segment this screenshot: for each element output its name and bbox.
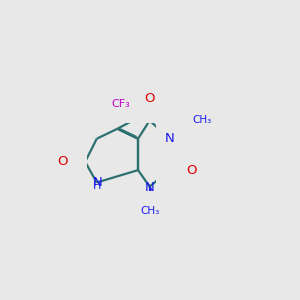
Text: CH₃: CH₃ (140, 206, 159, 216)
Text: O: O (58, 155, 68, 168)
Text: N: N (145, 181, 154, 194)
Text: H: H (93, 181, 101, 190)
Text: O: O (144, 92, 155, 105)
Text: O: O (186, 164, 197, 177)
Text: CF₃: CF₃ (111, 99, 130, 109)
Text: CH₃: CH₃ (193, 115, 212, 125)
Text: N: N (92, 176, 102, 189)
Text: N: N (165, 132, 175, 145)
